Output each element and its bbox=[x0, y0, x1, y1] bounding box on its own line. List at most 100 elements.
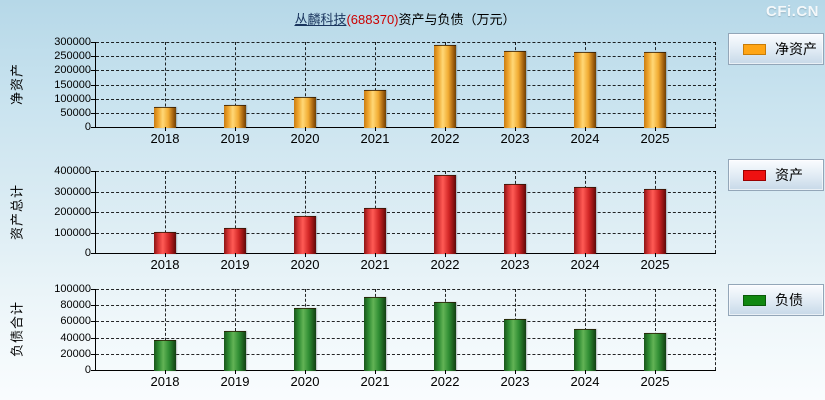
gridline-horizontal bbox=[96, 338, 716, 339]
gridline-horizontal bbox=[96, 70, 716, 71]
y-axis-tick bbox=[91, 70, 96, 71]
x-tick-label: 2020 bbox=[290, 257, 320, 272]
x-tick-label: 2022 bbox=[430, 131, 460, 146]
y-axis-label-net-assets: 净资产 bbox=[9, 62, 25, 106]
bar-2020 bbox=[294, 97, 316, 128]
bar-2025 bbox=[644, 333, 666, 371]
x-axis-tick bbox=[165, 253, 166, 257]
y-tick-label: 60000 bbox=[60, 315, 91, 327]
gridline-horizontal bbox=[96, 289, 716, 290]
y-axis-tick bbox=[91, 305, 96, 306]
gridline-horizontal bbox=[96, 99, 716, 100]
bar-2018 bbox=[154, 232, 176, 254]
y-axis-tick bbox=[91, 354, 96, 355]
gridline-horizontal bbox=[96, 171, 716, 172]
stock-code: (688370) bbox=[346, 12, 399, 27]
bar-2021 bbox=[364, 90, 386, 128]
bar-2023 bbox=[504, 184, 526, 254]
gridline-horizontal bbox=[96, 192, 716, 193]
x-axis-tick bbox=[585, 253, 586, 257]
legend-label-assets: 资产 bbox=[775, 167, 803, 183]
x-axis-tick bbox=[585, 127, 586, 131]
x-tick-label: 2018 bbox=[150, 374, 180, 389]
y-axis-tick bbox=[91, 56, 96, 57]
y-tick-label: 80000 bbox=[60, 299, 91, 311]
x-axis-tick bbox=[515, 253, 516, 257]
x-tick-label: 2025 bbox=[640, 374, 670, 389]
legend-label-liabilities: 负债 bbox=[775, 292, 803, 308]
x-axis-tick bbox=[655, 253, 656, 257]
y-tick-label: 150000 bbox=[54, 79, 91, 91]
bar-2019 bbox=[224, 105, 246, 128]
gridline-horizontal bbox=[96, 113, 716, 114]
y-tick-label: 0 bbox=[84, 364, 91, 376]
y-axis-label-liabilities: 负债合计 bbox=[9, 300, 25, 358]
gridline-vertical bbox=[165, 289, 166, 370]
bar-2018 bbox=[154, 107, 176, 128]
bar-2019 bbox=[224, 331, 246, 371]
x-tick-label: 2025 bbox=[640, 131, 670, 146]
chart-title: 丛麟科技(688370)资产与负债（万元） bbox=[0, 9, 810, 28]
x-axis-tick bbox=[375, 370, 376, 374]
y-axis-tick bbox=[91, 85, 96, 86]
gridline-vertical bbox=[375, 42, 376, 127]
bar-2019 bbox=[224, 228, 246, 254]
x-axis-tick bbox=[515, 370, 516, 374]
x-tick-label: 2023 bbox=[500, 131, 530, 146]
bar-2022 bbox=[434, 302, 456, 371]
y-tick-label: 50000 bbox=[60, 107, 91, 119]
bar-2022 bbox=[434, 45, 456, 128]
y-tick-label: 250000 bbox=[54, 50, 91, 62]
legend-liabilities: 负债 bbox=[728, 284, 824, 316]
x-axis-tick bbox=[375, 253, 376, 257]
legend-swatch-assets bbox=[743, 169, 766, 181]
bar-2021 bbox=[364, 208, 386, 254]
x-tick-label: 2025 bbox=[640, 257, 670, 272]
company-link[interactable]: 丛麟科技 bbox=[294, 12, 347, 27]
y-tick-label: 300000 bbox=[54, 36, 91, 48]
bar-2022 bbox=[434, 175, 456, 254]
x-axis-tick bbox=[445, 253, 446, 257]
x-tick-label: 2021 bbox=[360, 257, 390, 272]
y-tick-label: 300000 bbox=[54, 186, 91, 198]
gridline-vertical bbox=[235, 42, 236, 127]
y-tick-label: 40000 bbox=[60, 332, 91, 344]
y-axis-tick bbox=[91, 338, 96, 339]
x-tick-label: 2019 bbox=[220, 131, 250, 146]
x-tick-label: 2024 bbox=[570, 374, 600, 389]
y-tick-label: 0 bbox=[84, 247, 91, 259]
y-tick-label: 400000 bbox=[54, 165, 91, 177]
gridline-horizontal bbox=[96, 56, 716, 57]
x-tick-label: 2024 bbox=[570, 257, 600, 272]
y-tick-label: 100000 bbox=[54, 283, 91, 295]
plot-right-border bbox=[715, 42, 716, 127]
net-assets-plot: 0 50000 100000 150000 200000 250000 300000 2018… bbox=[54, 36, 716, 146]
bar-2023 bbox=[504, 51, 526, 128]
legend-swatch-net-assets bbox=[743, 43, 766, 55]
bar-2025 bbox=[644, 189, 666, 254]
legend-swatch-liabilities bbox=[743, 294, 766, 306]
y-axis-tick bbox=[91, 289, 96, 290]
gridline-vertical bbox=[305, 42, 306, 127]
total-assets-plot: 0 100000 200000 300000 400000 2018 2019 2020 202… bbox=[54, 165, 716, 272]
cfi-logo: CFi.CN bbox=[766, 3, 819, 20]
y-axis-tick bbox=[91, 192, 96, 193]
y-axis-tick bbox=[91, 42, 96, 43]
bar-2024 bbox=[574, 329, 596, 371]
gridline-horizontal bbox=[96, 42, 716, 43]
y-axis-tick bbox=[91, 127, 96, 128]
gridline-horizontal bbox=[96, 305, 716, 306]
bar-2021 bbox=[364, 297, 386, 371]
gridline-horizontal bbox=[96, 85, 716, 86]
y-tick-label: 0 bbox=[84, 121, 91, 133]
x-axis-tick bbox=[235, 127, 236, 131]
x-axis-tick bbox=[655, 127, 656, 131]
x-tick-label: 2021 bbox=[360, 131, 390, 146]
bar-2025 bbox=[644, 52, 666, 128]
y-tick-label: 200000 bbox=[54, 206, 91, 218]
gridline-horizontal bbox=[96, 212, 716, 213]
x-tick-label: 2023 bbox=[500, 257, 530, 272]
bar-2020 bbox=[294, 216, 316, 254]
x-axis-tick bbox=[445, 370, 446, 374]
bar-2024 bbox=[574, 52, 596, 128]
